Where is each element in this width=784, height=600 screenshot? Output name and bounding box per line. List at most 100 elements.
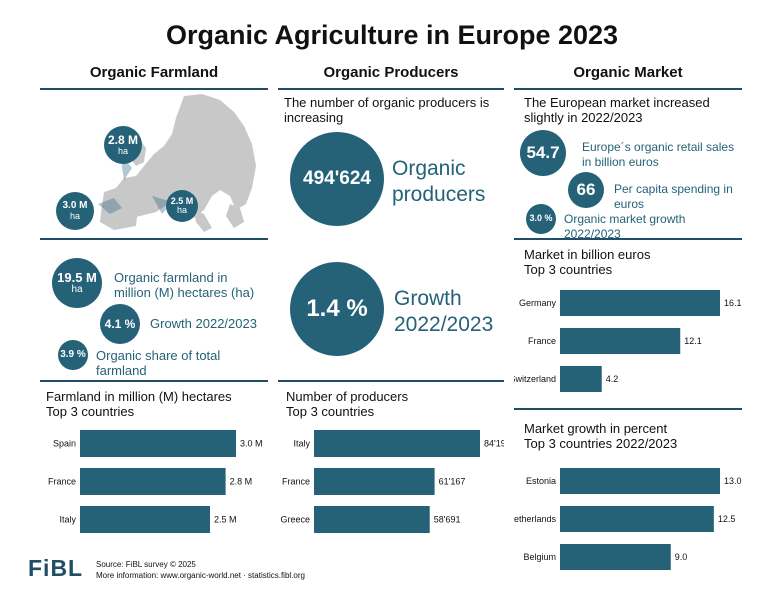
page-title: Organic Agriculture in Europe 2023 — [165, 20, 619, 50]
bar — [560, 544, 671, 570]
divider — [40, 238, 268, 240]
bar — [314, 506, 430, 533]
label-line: Growth — [394, 287, 462, 310]
bar — [80, 430, 236, 457]
footer-source-line: Source: FiBL survey © 2025 — [96, 560, 196, 569]
map-bubble-north: 2.8 M ha — [104, 126, 142, 164]
category-label: Estonia — [526, 476, 556, 486]
column-header-producers: Organic Producers — [323, 64, 459, 81]
chart-title-line: Top 3 countries — [524, 262, 613, 277]
bubble-value: 19.5 M — [57, 269, 97, 285]
category-label: Germany — [519, 298, 557, 308]
value-label: 16.1 — [724, 298, 742, 308]
map-bubble-south: 2.5 M ha — [166, 190, 198, 222]
market-growth-label: Organic market growth 2022/2023 — [564, 212, 686, 241]
column-header-market: Organic Market — [573, 64, 683, 81]
divider — [278, 380, 504, 382]
chart-title-line: Farmland in million (M) hectares — [46, 389, 232, 404]
category-label: France — [48, 477, 76, 487]
market-sales-label: Europe´s organic retail sales in billion… — [582, 140, 735, 169]
producers-intro: The number of organic producers is incre… — [284, 95, 490, 125]
bar — [560, 290, 720, 316]
category-label: Greece — [280, 515, 310, 525]
footer-more-line: More information: www.organic-world.net … — [96, 571, 305, 580]
farmland-growth-label: Growth 2022/2023 — [150, 316, 257, 331]
farmland-share-bubble: 3.9 % — [58, 340, 88, 370]
label-line: Organic — [392, 157, 466, 180]
producers-count-bubble: 494'624 — [290, 132, 384, 226]
market-intro: The European market increased slightly i… — [524, 95, 710, 125]
category-label: Belgium — [523, 552, 556, 562]
bar — [314, 468, 435, 495]
value-label: 13.0 — [724, 476, 742, 486]
map-bubble-unit: ha — [176, 205, 187, 215]
chart-title-line: Top 3 countries 2022/2023 — [524, 436, 678, 451]
market-chart-title: Market in billion euros Top 3 countries — [524, 247, 742, 277]
bar — [560, 468, 720, 494]
market-growth-bubble: 3.0 % — [526, 204, 556, 234]
category-label: Italy — [59, 515, 76, 525]
category-label: France — [528, 336, 556, 346]
bubble-unit: ha — [71, 283, 83, 295]
category-label: Spain — [53, 439, 76, 449]
farmland-area-label: Organic farmland in million (M) hectares… — [114, 270, 255, 300]
value-label: 3.0 M — [240, 439, 263, 449]
map-bubble-west: 3.0 M ha — [56, 192, 94, 230]
value-label: 12.5 — [718, 514, 736, 524]
value-label: 2.5 M — [214, 515, 237, 525]
value-label: 9.0 — [675, 552, 688, 562]
divider — [514, 408, 742, 410]
value-label: 61'167 — [439, 477, 466, 487]
divider — [514, 238, 742, 240]
category-label: Italy — [293, 439, 310, 449]
map-bubble-value: 2.5 M — [170, 195, 194, 206]
label-line: producers — [392, 183, 486, 206]
divider — [40, 88, 268, 90]
chart-title-line: Top 3 countries — [286, 404, 375, 419]
value-label: 2.8 M — [230, 477, 253, 487]
market-per-capita-label: Per capita spending in euros — [614, 182, 733, 211]
value-label: 12.1 — [684, 336, 702, 346]
market-growth-chart-title: Market growth in percent Top 3 countries… — [524, 421, 742, 451]
bar — [560, 328, 681, 354]
map-bubble-unit: ha — [69, 210, 80, 221]
producers-growth-bubble: 1.4 % — [290, 262, 384, 356]
divider — [40, 380, 268, 382]
bar — [80, 468, 226, 495]
footer-source: Source: FiBL survey © 2025 More informat… — [96, 559, 305, 581]
farmland-chart-title: Farmland in million (M) hectares Top 3 c… — [46, 389, 268, 419]
farmland-area-bubble: 19.5 M ha — [52, 258, 102, 308]
chart-title-line: Top 3 countries — [46, 404, 135, 419]
producers-count-label: Organic producers — [392, 156, 502, 208]
market-sales-bubble: 54.7 — [520, 130, 566, 176]
map-pointer-west — [98, 198, 122, 214]
category-label: France — [282, 477, 310, 487]
fibl-logo: FiBL — [28, 555, 84, 581]
category-label: Switzerland — [514, 374, 556, 384]
chart-title-line: Number of producers — [286, 389, 409, 404]
producers-bar-chart: Italy 84'191 France 61'167 Greece 58'691 — [280, 430, 504, 533]
bar — [314, 430, 480, 457]
farmland-share-label: Organic share of total farmland — [96, 348, 221, 378]
market-per-capita-bubble: 66 — [568, 172, 604, 208]
farmland-growth-bubble: 4.1 % — [100, 304, 140, 344]
market-growth-bar-chart: Estonia 13.0 Netherlands 12.5 Belgium 9.0 — [514, 468, 742, 570]
market-bar-chart: Germany 16.1 France 12.1 Switzerland 4.2 — [514, 290, 742, 392]
producers-chart-title: Number of producers Top 3 countries — [286, 389, 504, 419]
map-bubble-unit: ha — [117, 145, 128, 156]
value-label: 4.2 — [606, 374, 619, 384]
category-label: Netherlands — [514, 514, 556, 524]
chart-title-line: Market growth in percent — [524, 421, 668, 436]
bar — [560, 506, 714, 532]
producers-growth-label: Growth 2022/2023 — [394, 286, 504, 338]
bar — [80, 506, 210, 533]
value-label: 58'691 — [434, 515, 461, 525]
column-header-farmland: Organic Farmland — [89, 64, 219, 81]
chart-title-line: Market in billion euros — [524, 247, 651, 262]
value-label: 84'191 — [484, 439, 504, 449]
farmland-bar-chart: Spain 3.0 M France 2.8 M Italy 2.5 M — [48, 430, 263, 533]
divider — [514, 88, 742, 90]
label-line: 2022/2023 — [394, 313, 494, 336]
map-bubble-value: 2.8 M — [107, 132, 138, 147]
divider — [278, 88, 504, 90]
